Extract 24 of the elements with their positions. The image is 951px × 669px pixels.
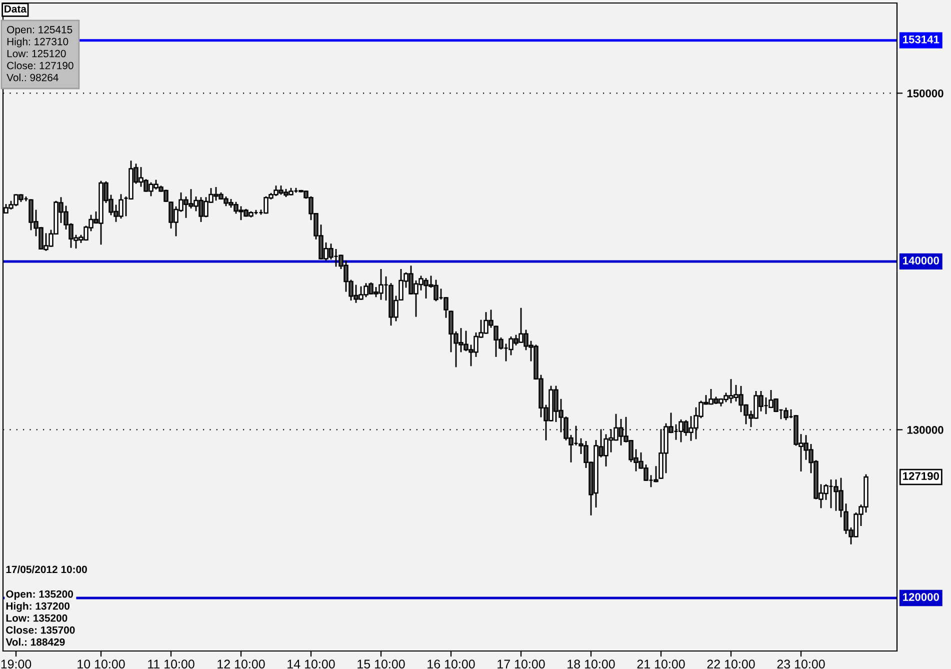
annotation: Open: 135200 High: 137200 Low: 135200 Close: 135700 Vol.: 188429	[6, 590, 75, 646]
candlestick	[444, 297, 448, 318]
x-tick-label: 11 10:00	[148, 660, 194, 669]
y-tick-label: 130000	[907, 426, 944, 434]
x-tick-label: 12 10:00	[218, 660, 265, 669]
x-tick-label: 14 10:00	[288, 660, 335, 669]
y-tick-label: 150000	[907, 89, 944, 98]
ref-line-label: 120000	[903, 593, 939, 601]
x-tick-label: 22 10:00	[707, 660, 755, 669]
annotation: Data	[4, 5, 27, 13]
text: 127190	[903, 472, 939, 480]
x-tick-label: 19:00	[1, 660, 32, 669]
annotation: 17/05/2012 10:00	[6, 565, 87, 574]
ref-line-label: 153141	[903, 35, 940, 44]
x-tick-label: 18 10:00	[568, 660, 615, 669]
x-tick-label: 15 10:00	[358, 660, 405, 669]
x-tick-label: 21 10:00	[637, 660, 685, 669]
candlestick	[654, 466, 658, 482]
x-tick-label: 10 10:00	[78, 660, 125, 669]
x-tick-label: 16 10:00	[428, 660, 475, 669]
x-tick-label: 17 10:00	[498, 660, 545, 669]
ref-line-label: 140000	[903, 256, 939, 264]
annotation: Open: 125415 High: 127310 Low: 125120 Close: 127190 Vol.: 98264	[6, 26, 74, 82]
x-tick-label: 23 10:00	[777, 660, 825, 669]
